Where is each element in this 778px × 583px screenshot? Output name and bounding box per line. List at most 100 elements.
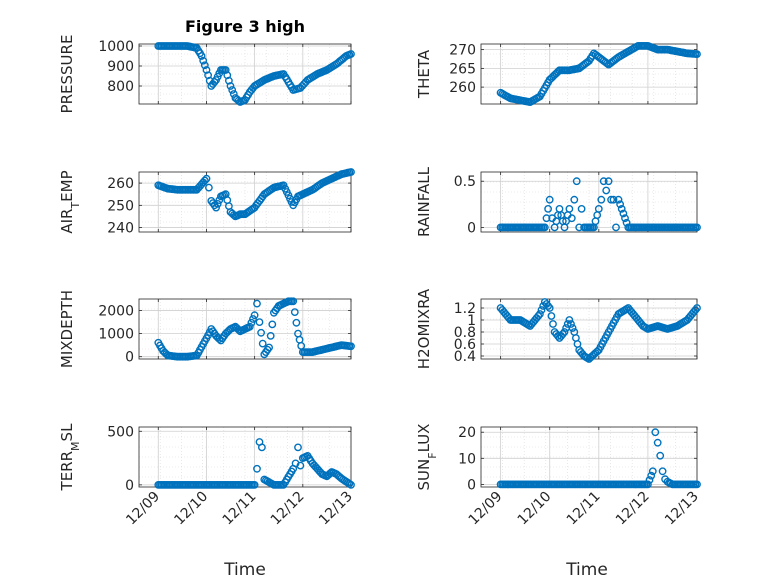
ylabel-part: LUX	[415, 424, 433, 453]
data-point	[544, 302, 552, 310]
x-tick-label: 12/10	[515, 489, 555, 529]
data-point	[651, 428, 660, 437]
y-axis-label: TERRMSL	[58, 423, 82, 492]
y-axis-label: MIXDEPTH	[58, 290, 76, 368]
data-point	[542, 214, 551, 223]
x-tick-label: 12/12	[268, 489, 308, 529]
data-point	[200, 61, 209, 70]
data-point	[644, 480, 652, 489]
data-point	[572, 177, 581, 186]
data-point	[560, 328, 569, 336]
y-tick-label: 0.5	[454, 174, 476, 190]
data-point	[255, 318, 264, 326]
y-tick-label: 260	[449, 80, 476, 96]
x-tick-label: 12/12	[613, 489, 653, 529]
data-point	[268, 320, 277, 329]
y-tick-label: 1.2	[454, 301, 476, 317]
data-point	[693, 223, 701, 232]
data-point	[554, 332, 562, 340]
data-point	[614, 195, 623, 204]
data-point	[568, 324, 577, 332]
data-point	[693, 50, 701, 58]
data-point	[619, 209, 628, 218]
data-point	[570, 195, 579, 204]
data-point	[253, 464, 261, 473]
x-tick-label: 12/13	[316, 489, 356, 529]
data-point	[213, 199, 222, 208]
data-point	[257, 328, 265, 337]
axes-box	[138, 298, 352, 360]
data-point	[653, 438, 662, 447]
axes-box	[480, 171, 698, 233]
data-point	[645, 476, 654, 484]
y-tick-label: 800	[107, 79, 134, 95]
data-point	[647, 471, 656, 480]
data-point	[693, 304, 701, 312]
data-point	[258, 339, 267, 348]
y-tick-label: 1000	[98, 39, 134, 55]
y-tick-label: 0	[467, 220, 476, 236]
y-tick-label: 240	[107, 221, 134, 237]
subplot-rainfall: 0.5 0 RAINFALL	[415, 166, 701, 237]
data-point	[537, 306, 546, 314]
data-point	[604, 177, 613, 186]
data-point	[691, 306, 700, 314]
y-tick-label: 2000	[98, 304, 134, 320]
y-tick-label: 1	[467, 313, 476, 329]
x-tick-label: 12/09	[123, 489, 163, 529]
y-tick-label: 0	[125, 478, 134, 494]
subplot-mixdepth: 2000 1000 0 MIXDEPTH	[58, 290, 355, 368]
data-point	[295, 335, 304, 344]
data-point	[204, 183, 213, 192]
data-point	[567, 214, 576, 223]
data-point	[565, 204, 574, 213]
subplot-sun_flux: 20 10 0 SUNFLUX 12/09 12/10 12/11 12/12 12/13	[415, 424, 702, 529]
y-tick-label: 265	[449, 61, 476, 77]
data-point	[547, 312, 556, 320]
data-point	[266, 331, 275, 340]
y-axis-label: RAINFALL	[415, 166, 433, 237]
y-tick-label: 500	[107, 424, 134, 440]
data-point	[549, 320, 557, 328]
data-point	[347, 168, 355, 176]
data-point	[347, 50, 355, 58]
data-point	[563, 320, 572, 328]
y-tick-label: 1000	[98, 327, 134, 343]
x-tick-label: 12/09	[466, 489, 506, 529]
data-point	[594, 204, 603, 213]
subplot-terr_msl: 500 0 TERRMSL 12/09 12/10 12/11 12/12 12/13	[58, 423, 356, 528]
data-point	[265, 343, 273, 352]
y-tick-label: 0.8	[454, 325, 476, 341]
data-point	[199, 56, 208, 65]
data-point	[558, 330, 567, 338]
data-point	[347, 480, 355, 489]
data-point	[612, 223, 620, 232]
ylabel-part: TERR	[58, 451, 76, 492]
data-point	[197, 52, 206, 60]
x-tick-label: 12/11	[564, 489, 604, 529]
data-point	[693, 480, 701, 489]
data-point	[616, 200, 624, 209]
data-point	[347, 342, 355, 351]
data-point	[658, 467, 667, 476]
figure-title: Figure 3 high	[185, 17, 305, 36]
subplot-air_temp: 260 250 240 AIRTEMP	[58, 168, 355, 237]
data-point	[544, 204, 552, 213]
ylabel-subscript: M	[69, 441, 82, 451]
data-point	[257, 443, 266, 452]
data-point	[226, 82, 235, 90]
data-point	[540, 223, 549, 232]
x-axis-label-left: Time	[223, 560, 266, 580]
data-point	[228, 86, 237, 94]
y-axis-label: AIRTEMP	[58, 170, 82, 233]
subplot-h2omixra: 1.210.80.60.4 H2OMIXRA	[415, 288, 701, 369]
data-point	[536, 310, 544, 318]
data-point	[607, 195, 615, 204]
y-axis-label: SUNFLUX	[415, 424, 439, 491]
y-tick-label: 0.6	[454, 337, 476, 353]
ylabel-subscript: F	[426, 452, 439, 458]
data-point	[247, 318, 256, 327]
data-point	[297, 341, 306, 350]
